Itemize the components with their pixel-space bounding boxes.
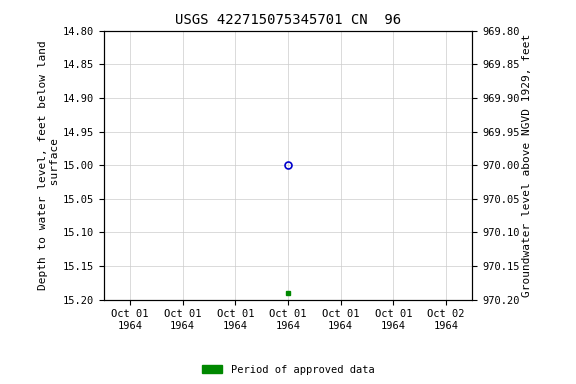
Title: USGS 422715075345701 CN  96: USGS 422715075345701 CN 96 bbox=[175, 13, 401, 27]
Y-axis label: Depth to water level, feet below land
 surface: Depth to water level, feet below land su… bbox=[39, 40, 60, 290]
Legend: Period of approved data: Period of approved data bbox=[198, 361, 378, 379]
Y-axis label: Groundwater level above NGVD 1929, feet: Groundwater level above NGVD 1929, feet bbox=[522, 33, 532, 297]
